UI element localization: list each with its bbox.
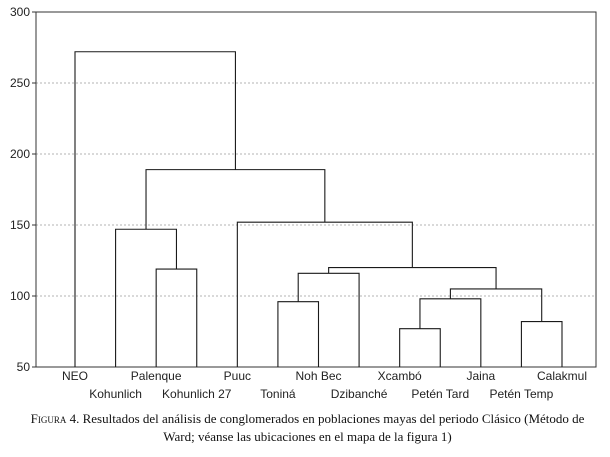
leaf-label-4: Puuc [224, 369, 251, 383]
merge-link-5 [297, 272, 360, 367]
merge-link-7 [328, 267, 497, 289]
leaf-label-2: Palenque [131, 369, 182, 383]
merge-link-4 [449, 288, 543, 322]
plot-frame [35, 11, 597, 368]
merge-link-2 [277, 301, 320, 367]
merge-link-0 [399, 328, 441, 367]
leaf-label-0: NEO [62, 369, 88, 383]
caption-text: Resultados del análisis de conglomerados… [82, 411, 585, 444]
merge-link-11 [74, 51, 236, 367]
leaf-label-6: Noh Bec [295, 369, 341, 383]
y-tick-label-50: 50 [17, 360, 31, 374]
merge-link-3 [419, 298, 482, 367]
leaf-label-5: Toniná [260, 387, 296, 401]
merge-link-1 [520, 321, 563, 367]
leaf-label-3: Kohunlich 27 [162, 387, 232, 401]
merge-link-6 [155, 268, 198, 367]
y-tick-label-100: 100 [10, 289, 30, 303]
y-tick-label-250: 250 [10, 76, 30, 90]
merge-link-8 [115, 228, 178, 367]
caption-label: Figura 4. [30, 411, 80, 426]
y-tick-label-150: 150 [10, 218, 30, 232]
grid-lines [36, 82, 596, 297]
leaf-label-1: Kohunlich [89, 387, 142, 401]
figure-caption: Figura 4. Resultados del análisis de con… [20, 410, 595, 446]
leaf-label-11: Petén Temp [490, 387, 554, 401]
leaf-label-8: Xcambó [378, 369, 422, 383]
leaf-label-7: Dzibanché [331, 387, 388, 401]
dendrogram-links [74, 51, 563, 367]
y-tick-label-300: 300 [10, 5, 30, 19]
merge-link-9 [236, 221, 413, 367]
leaf-label-9: Petén Tard [411, 387, 469, 401]
leaf-label-12: Calakmul [537, 369, 587, 383]
merge-link-10 [145, 169, 326, 230]
y-tick-label-200: 200 [10, 147, 30, 161]
y-axis: 50 100 150 200 250 300 [10, 5, 36, 374]
leaf-label-10: Jaina [466, 369, 495, 383]
